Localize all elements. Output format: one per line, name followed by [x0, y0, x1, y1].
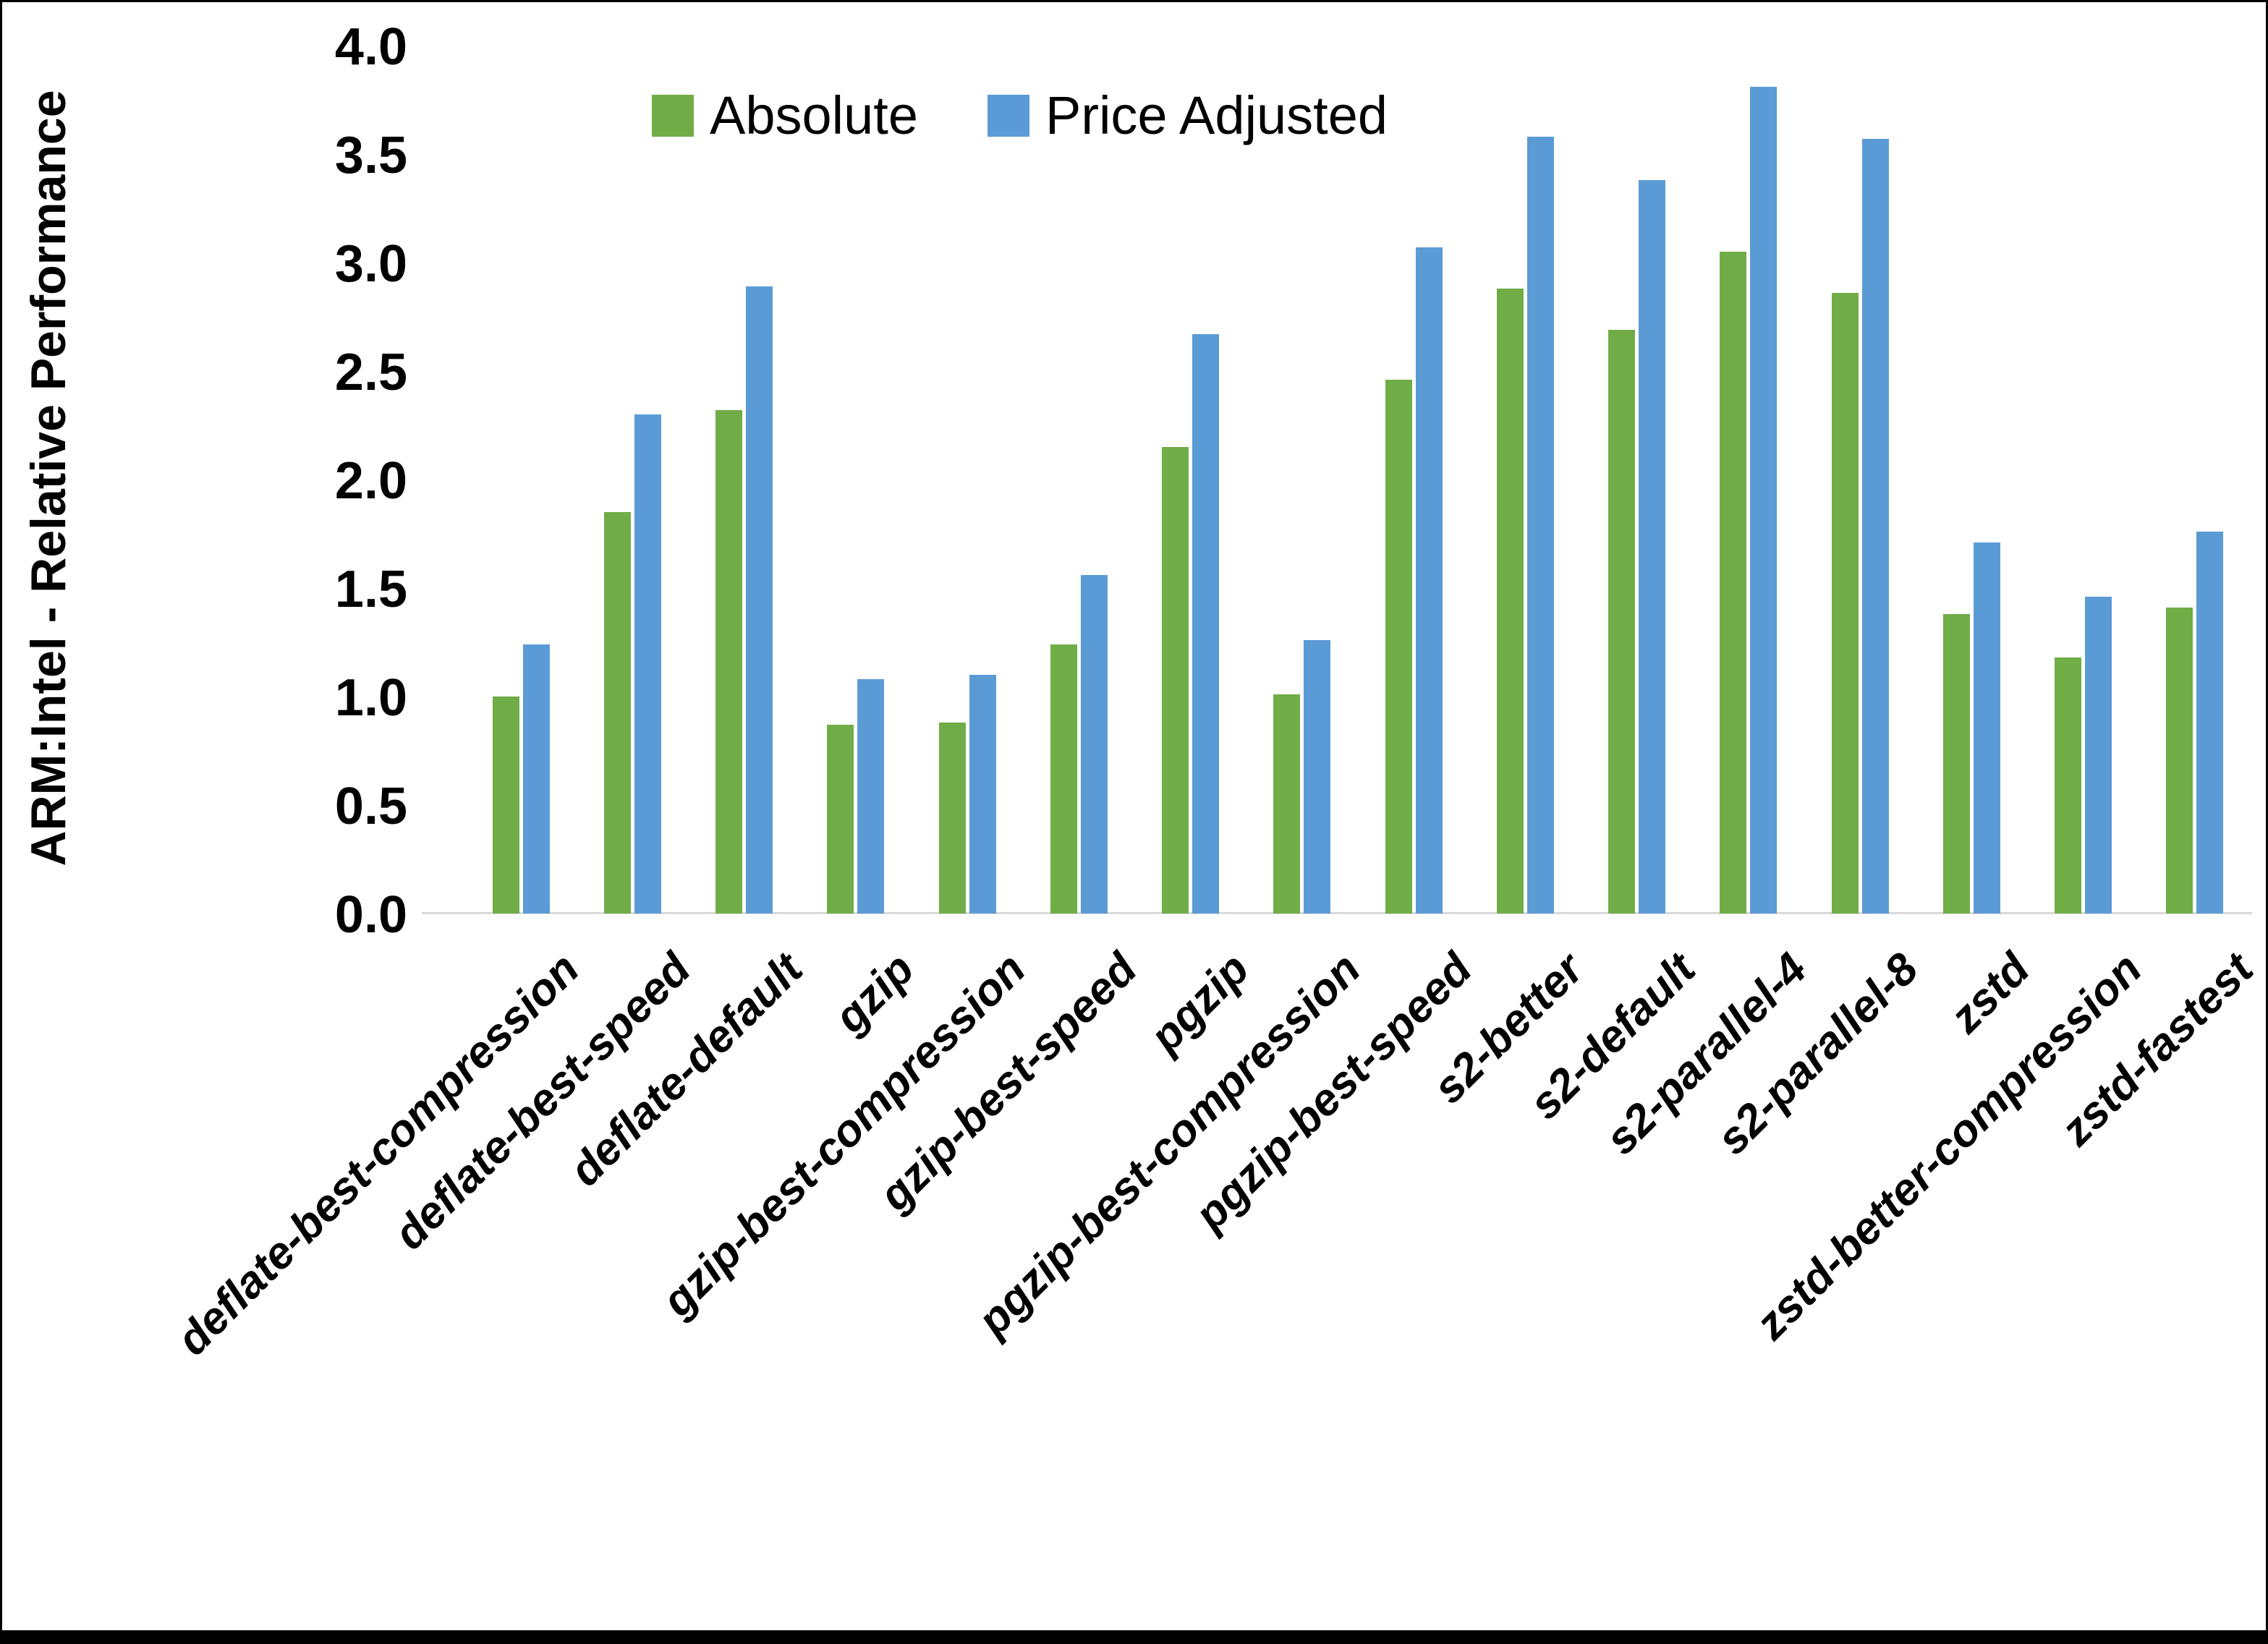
bar-absolute-s2-better	[1496, 289, 1524, 913]
y-tick-label: 0.5	[334, 778, 407, 835]
bar-price-adjusted-zstd-better-compression	[2085, 597, 2112, 913]
legend-swatch-absolute	[652, 95, 694, 137]
bar-price-adjusted-gzip-best-compression	[969, 675, 996, 913]
bar-absolute-zstd	[1942, 614, 1970, 913]
legend-item-absolute: Absolute	[652, 89, 918, 142]
y-tick-label: 4.0	[334, 18, 407, 76]
bar-price-adjusted-s2-better	[1526, 137, 1554, 913]
bar-absolute-zstd-better-compression	[2055, 657, 2082, 913]
bar-absolute-s2-parallel-8	[1831, 293, 1859, 913]
bar-price-adjusted-s2-parallel-4	[1750, 87, 1778, 913]
bar-price-adjusted-zstd-fastest	[2196, 532, 2224, 913]
bar-price-adjusted-zstd	[1973, 542, 2000, 913]
bar-absolute-pgzip-best-speed	[1385, 380, 1412, 913]
bar-absolute-gzip-best-speed	[1050, 644, 1077, 913]
bar-absolute-deflate-best-speed	[603, 512, 631, 913]
y-tick-label: 3.0	[334, 235, 407, 293]
y-tick-label: 2.5	[334, 344, 407, 401]
bar-price-adjusted-deflate-best-speed	[634, 414, 661, 913]
bar-price-adjusted-gzip	[857, 679, 885, 913]
bar-price-adjusted-deflate-default	[746, 286, 773, 913]
bar-price-adjusted-deflate-best-compression	[522, 644, 550, 913]
bar-absolute-deflate-best-compression	[492, 697, 519, 913]
y-tick-label: 1.5	[334, 561, 407, 618]
legend-swatch-price-adjusted	[987, 95, 1029, 137]
bar-absolute-pgzip	[1162, 447, 1189, 913]
bar-absolute-zstd-fastest	[2166, 608, 2193, 913]
bar-price-adjusted-pgzip	[1192, 334, 1220, 913]
x-axis-line	[422, 912, 2252, 914]
y-tick-label: 2.0	[334, 452, 407, 510]
bar-price-adjusted-pgzip-best-compression	[1304, 640, 1331, 913]
y-tick-label: 1.0	[334, 669, 407, 727]
y-tick-label: 0.0	[334, 886, 407, 944]
bar-price-adjusted-pgzip-best-speed	[1415, 247, 1443, 913]
bar-absolute-deflate-default	[715, 410, 743, 913]
bar-absolute-s2-parallel-4	[1720, 252, 1747, 913]
bar-absolute-pgzip-best-compression	[1273, 694, 1301, 913]
legend-item-price-adjusted: Price Adjusted	[987, 85, 1388, 145]
y-axis-title: ARM:Intel - Relative Performance	[21, 90, 76, 866]
bar-price-adjusted-s2-default	[1639, 180, 1666, 913]
y-tick-label: 3.5	[334, 127, 407, 184]
legend: Absolute Price Adjusted	[652, 89, 1388, 142]
bar-price-adjusted-s2-parallel-8	[1861, 139, 1889, 913]
legend-label-absolute: Absolute	[710, 85, 918, 145]
bar-absolute-gzip-best-compression	[938, 723, 966, 913]
bottom-border-bar	[2, 1630, 2266, 1642]
bar-absolute-gzip	[827, 725, 854, 913]
bar-absolute-s2-default	[1608, 330, 1636, 913]
legend-label-price-adjusted: Price Adjusted	[1045, 85, 1388, 145]
bar-price-adjusted-gzip-best-speed	[1080, 575, 1108, 913]
